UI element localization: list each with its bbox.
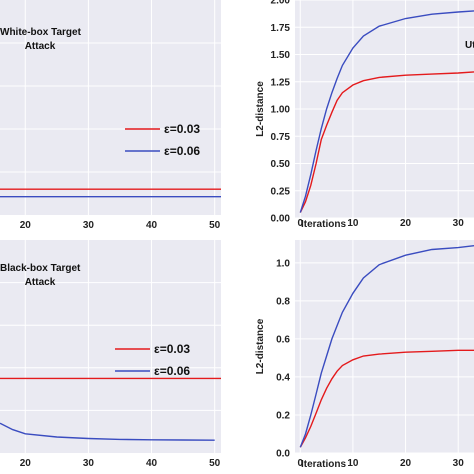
panel-annotation: Attack xyxy=(25,41,56,52)
panel-annotation: Ut xyxy=(465,40,474,51)
series-group xyxy=(0,377,221,441)
series-group xyxy=(0,188,221,198)
y-tick-label: 0.50 xyxy=(271,159,291,170)
panel-annotation: White-box Target xyxy=(0,27,82,38)
x-tick-label: 20 xyxy=(20,458,32,469)
series-line-blue xyxy=(299,10,474,213)
series-line-blue xyxy=(0,422,215,441)
x-tick-label: 20 xyxy=(400,458,412,469)
series-group xyxy=(299,245,474,448)
y-tick-label: 0.2 xyxy=(276,410,290,421)
y-axis-label: L2-distance xyxy=(255,318,266,374)
y-tick-label: 2.00 xyxy=(271,0,291,7)
x-tick-label: 30 xyxy=(83,220,95,231)
x-tick-label: 40 xyxy=(146,220,158,231)
x-tick-label: 0 xyxy=(297,218,303,229)
y-tick-label: 1.75 xyxy=(271,23,291,34)
y-tick-label: 1.25 xyxy=(271,77,291,88)
x-tick-label: 30 xyxy=(453,218,465,229)
series-line-blue xyxy=(299,245,474,448)
y-tick-label: 1.0 xyxy=(276,258,290,269)
y-tick-label: 0.25 xyxy=(271,186,291,197)
legend-label: ε=0.03 xyxy=(164,122,200,136)
panel-top-left: 20 30 40 50 White-box Target Attack ε=0.03 ε=0.… xyxy=(0,0,221,231)
y-tick-label: 0.0 xyxy=(276,449,290,460)
y-axis-label: L2-distance xyxy=(255,81,266,137)
y-tick-label: 1.00 xyxy=(271,105,291,116)
plot-area xyxy=(0,0,221,215)
panel-bottom-right: 0 10 20 30 0.0 0.2 0.4 0.6 0.8 1.0 Iterations L2-di… xyxy=(255,240,474,470)
x-tick-label: 50 xyxy=(209,458,221,469)
x-axis-label: Iterations xyxy=(301,459,346,470)
x-axis-label: Iterations xyxy=(301,219,346,230)
legend-label: ε=0.06 xyxy=(154,364,190,378)
legend-label: ε=0.03 xyxy=(154,342,190,356)
x-tick-label: 30 xyxy=(453,458,465,469)
y-tick-label: 0.8 xyxy=(276,296,290,307)
x-tick-label: 50 xyxy=(209,220,221,231)
series-group xyxy=(299,10,474,213)
x-tick-label: 10 xyxy=(347,458,359,469)
x-tick-label: 0 xyxy=(297,458,303,469)
panel-annotation: Attack xyxy=(25,277,56,288)
series-line-red xyxy=(299,349,474,448)
plot-area xyxy=(295,240,474,453)
panel-top-right: 0 10 20 30 0.00 0.25 0.50 0.75 1.00 1.25 1.50 1.75 2… xyxy=(255,0,474,230)
x-tick-label: 20 xyxy=(400,218,412,229)
y-tick-label: 0.6 xyxy=(276,334,290,345)
legend-label: ε=0.06 xyxy=(164,144,200,158)
y-tick-label: 0.75 xyxy=(271,132,291,143)
x-tick-label: 30 xyxy=(83,458,95,469)
x-tick-label: 10 xyxy=(347,218,359,229)
x-tick-label: 20 xyxy=(20,220,32,231)
x-tick-label: 40 xyxy=(146,458,158,469)
y-tick-label: 0.4 xyxy=(276,372,290,383)
y-tick-label: 0.00 xyxy=(271,214,291,225)
plot-area xyxy=(0,240,221,453)
panel-annotation: Black-box Target xyxy=(0,263,81,274)
panel-bottom-left: 20 30 40 50 Black-box Target Attack ε=0.03 ε=0.… xyxy=(0,240,221,469)
series-line-red xyxy=(299,71,474,213)
y-tick-label: 1.50 xyxy=(271,50,291,61)
